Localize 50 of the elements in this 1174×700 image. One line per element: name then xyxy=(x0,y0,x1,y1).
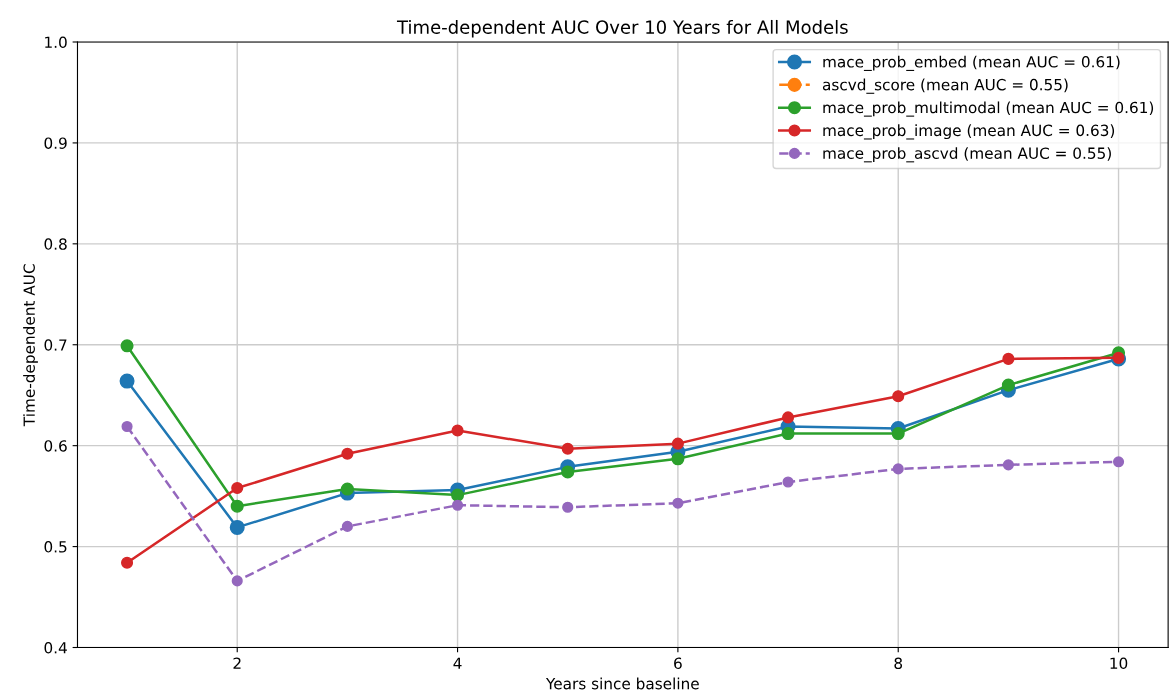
point xyxy=(341,447,354,460)
legend-label: ascvd_score (mean AUC = 0.55) xyxy=(822,78,1068,94)
point xyxy=(891,427,905,441)
point xyxy=(341,520,353,532)
point xyxy=(121,420,133,433)
point xyxy=(782,411,795,424)
y-tick-label: 0.6 xyxy=(44,440,67,452)
point xyxy=(451,488,465,502)
legend-label: mace_prob_ascvd (mean AUC = 0.55) xyxy=(823,147,1111,163)
point xyxy=(340,482,354,496)
x-tick-label: 4 xyxy=(453,657,462,669)
point xyxy=(1002,459,1014,471)
point xyxy=(782,476,794,488)
point xyxy=(562,501,574,513)
point xyxy=(561,442,574,455)
point xyxy=(120,339,134,353)
point xyxy=(892,390,905,403)
point xyxy=(1112,456,1125,468)
x-tick-label: 8 xyxy=(894,657,903,670)
y-tick-label: 0.7 xyxy=(44,339,67,351)
point xyxy=(672,497,684,509)
point xyxy=(671,437,684,450)
y-tick-label: 0.9 xyxy=(44,137,67,149)
point xyxy=(671,452,685,466)
legend-label: mace_prob_embed (mean AUC = 0.61) xyxy=(823,55,1120,71)
y-axis-title: Time-dependent AUC xyxy=(23,264,38,427)
point xyxy=(561,465,575,479)
x-tick-label: 10 xyxy=(1110,657,1128,670)
point xyxy=(451,424,464,437)
point xyxy=(452,499,464,511)
y-tick-label: 0.5 xyxy=(44,541,67,553)
point xyxy=(892,463,904,475)
y-tick-label: 1.0 xyxy=(45,36,67,49)
point xyxy=(231,575,243,587)
x-axis-title: Years since baseline xyxy=(545,677,699,690)
point xyxy=(229,519,245,535)
point xyxy=(231,482,244,495)
chart-title: Time-dependent AUC Over 10 Years for All Models xyxy=(396,19,848,38)
x-tick-label: 6 xyxy=(674,657,682,670)
point xyxy=(1002,352,1015,365)
point xyxy=(781,427,795,441)
legend-label: mace_prob_image (mean AUC = 0.63) xyxy=(823,124,1115,140)
point xyxy=(121,556,134,569)
point xyxy=(1001,378,1015,392)
y-tick-label: 0.8 xyxy=(44,238,67,250)
x-tick-label: 2 xyxy=(233,657,241,669)
legend-label: mace_prob_multimodal (mean AUC = 0.61) xyxy=(823,101,1154,117)
y-tick-label: 0.4 xyxy=(44,641,67,654)
point xyxy=(119,373,135,389)
point xyxy=(230,499,244,513)
